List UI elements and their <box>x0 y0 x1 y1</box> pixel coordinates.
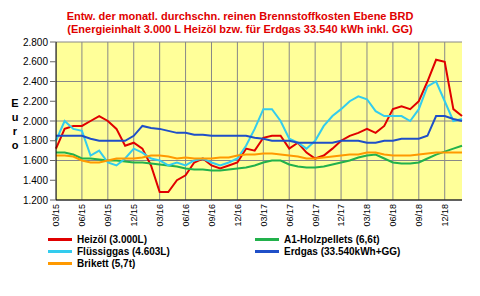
svg-text:03/17: 03/17 <box>259 204 269 227</box>
svg-text:06/17: 06/17 <box>285 204 295 227</box>
html-text:E: E <box>11 97 19 109</box>
html-text:Brikett (5,7t): Brikett (5,7t) <box>77 258 136 269</box>
svg-text:09/18: 09/18 <box>414 204 424 227</box>
html-text:(Energieinhalt 3.000 L Heizöl: (Energieinhalt 3.000 L Heizöl bzw. für E… <box>67 23 413 35</box>
svg-text:09/15: 09/15 <box>103 204 113 227</box>
html-text:r: r <box>12 125 18 137</box>
svg-text:06/18: 06/18 <box>388 204 398 227</box>
html-text:Erdgas (33.540kWh+GG): Erdgas (33.540kWh+GG) <box>284 246 401 257</box>
html-text:o: o <box>11 139 19 151</box>
svg-text:2.200: 2.200 <box>23 96 48 107</box>
html-text:Entw. der monatl. durchschn. r: Entw. der monatl. durchschn. reinen Bren… <box>66 10 414 22</box>
html-text:Flüssiggas (4.603L): Flüssiggas (4.603L) <box>77 246 170 257</box>
svg-text:2.800: 2.800 <box>23 37 48 48</box>
html-text:Heizöl (3.000L): Heizöl (3.000L) <box>77 234 147 245</box>
svg-text:1.800: 1.800 <box>23 135 48 146</box>
svg-text:09/16: 09/16 <box>207 204 217 227</box>
html-text:u: u <box>11 111 19 123</box>
svg-text:1.600: 1.600 <box>23 155 48 166</box>
svg-text:12/16: 12/16 <box>233 204 243 227</box>
svg-text:06/16: 06/16 <box>181 204 191 227</box>
svg-text:12/18: 12/18 <box>440 204 450 227</box>
svg-text:03/15: 03/15 <box>51 204 61 227</box>
svg-text:12/17: 12/17 <box>336 204 346 227</box>
svg-text:12/15: 12/15 <box>129 204 139 227</box>
svg-text:06/15: 06/15 <box>77 204 87 227</box>
svg-text:03/16: 03/16 <box>155 204 165 227</box>
svg-text:2.000: 2.000 <box>23 116 48 127</box>
svg-text:09/17: 09/17 <box>311 204 321 227</box>
svg-text:1.200: 1.200 <box>23 195 48 206</box>
svg-text:2.600: 2.600 <box>23 56 48 67</box>
svg-text:03/18: 03/18 <box>362 204 372 227</box>
html-text:A1-Holzpellets (6,6t): A1-Holzpellets (6,6t) <box>284 234 380 245</box>
svg-text:1.400: 1.400 <box>23 175 48 186</box>
svg-text:2.400: 2.400 <box>23 76 48 87</box>
